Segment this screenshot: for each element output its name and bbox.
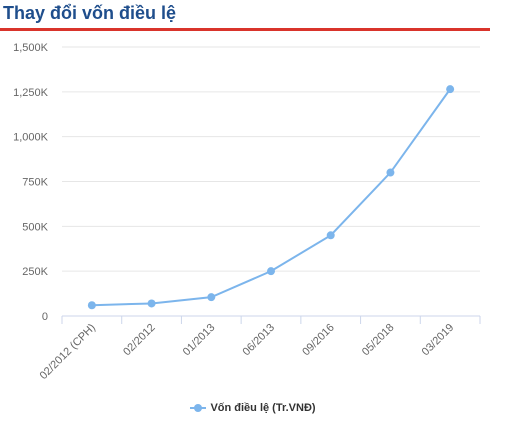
data-point [386,168,395,177]
data-point [267,267,275,276]
chart-legend[interactable]: Vốn điều lệ (Tr.VNĐ) [0,402,506,414]
title-divider [0,28,490,31]
y-tick-label: 750K [22,177,48,189]
x-tick-label: 06/2013 [241,322,278,359]
x-tick-label: 02/2012 [121,322,158,359]
y-tick-label: 0 [42,311,48,323]
y-tick-label: 1,500K [13,42,49,54]
x-axis: 02/2012 (CPH) 02/2012 01/2013 06/2013 09/201… [38,315,481,382]
grid-lines [62,46,480,317]
y-axis: 0 250K 500K 750K 1,000K 1,250K 1,500K [13,42,49,323]
x-tick-label: 02/2012 (CPH) [38,322,98,382]
x-tick-label: 03/2019 [420,322,457,359]
data-point [147,299,156,308]
y-tick-label: 1,250K [13,87,49,99]
line-chart: 0 250K 500K 750K 1,000K 1,250K 1,500K 02/2012 … [13,42,481,382]
data-point [207,293,216,302]
legend-label: Vốn điều lệ (Tr.VNĐ) [210,402,316,414]
chart-header: Thay đổi vốn điều lệ [0,0,506,32]
y-tick-label: 1,000K [13,132,49,144]
data-point [326,231,335,240]
legend-marker-icon [190,404,207,413]
data-point [446,85,455,94]
page-title: Thay đổi vốn điều lệ [3,3,177,23]
data-point [87,301,96,310]
y-tick-label: 500K [22,221,48,233]
x-tick-label: 01/2013 [181,322,218,359]
x-tick-label: 09/2016 [300,322,337,359]
y-tick-label: 250K [22,266,48,278]
series-vonDieuLe [87,85,455,310]
x-tick-label: 05/2018 [360,322,397,359]
